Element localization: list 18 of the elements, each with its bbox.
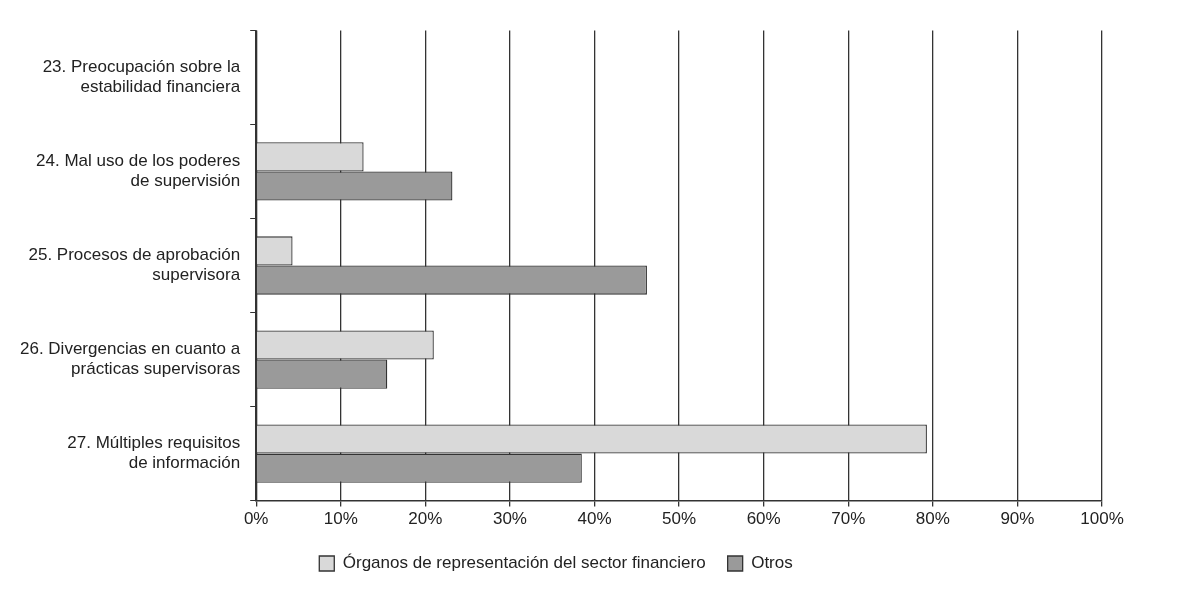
x-tick-label: 10%	[323, 509, 358, 529]
legend-label: Órganos de representación del sector financiero	[342, 553, 706, 573]
y-tick-label: 26. Divergencias en cuanto a prácticas supervisoras	[19, 339, 241, 379]
x-tick-label: 40%	[577, 509, 612, 529]
y-tick-label: 24. Mal uso de los poderes de supervisión	[36, 150, 241, 191]
x-tick-label: 70%	[831, 509, 866, 529]
x-tick-label: 90%	[1000, 509, 1035, 529]
y-tick-label: 25. Procesos de aprobación supervisora	[28, 244, 241, 285]
x-tick-label: 20%	[408, 509, 443, 529]
y-tick-label: 23. Preocupación sobre la estabilidad financiera	[42, 56, 241, 97]
x-tick-label: 50%	[662, 509, 697, 529]
y-tick-label: 27. Múltiples requisitos de información	[67, 433, 241, 473]
legend-label: Otros	[751, 553, 793, 573]
x-tick-label: 100%	[1080, 509, 1124, 529]
x-tick-label: 60%	[746, 509, 781, 529]
x-tick-label: 0%	[243, 509, 269, 529]
x-tick-label: 30%	[492, 509, 527, 529]
x-tick-label: 80%	[915, 509, 950, 529]
